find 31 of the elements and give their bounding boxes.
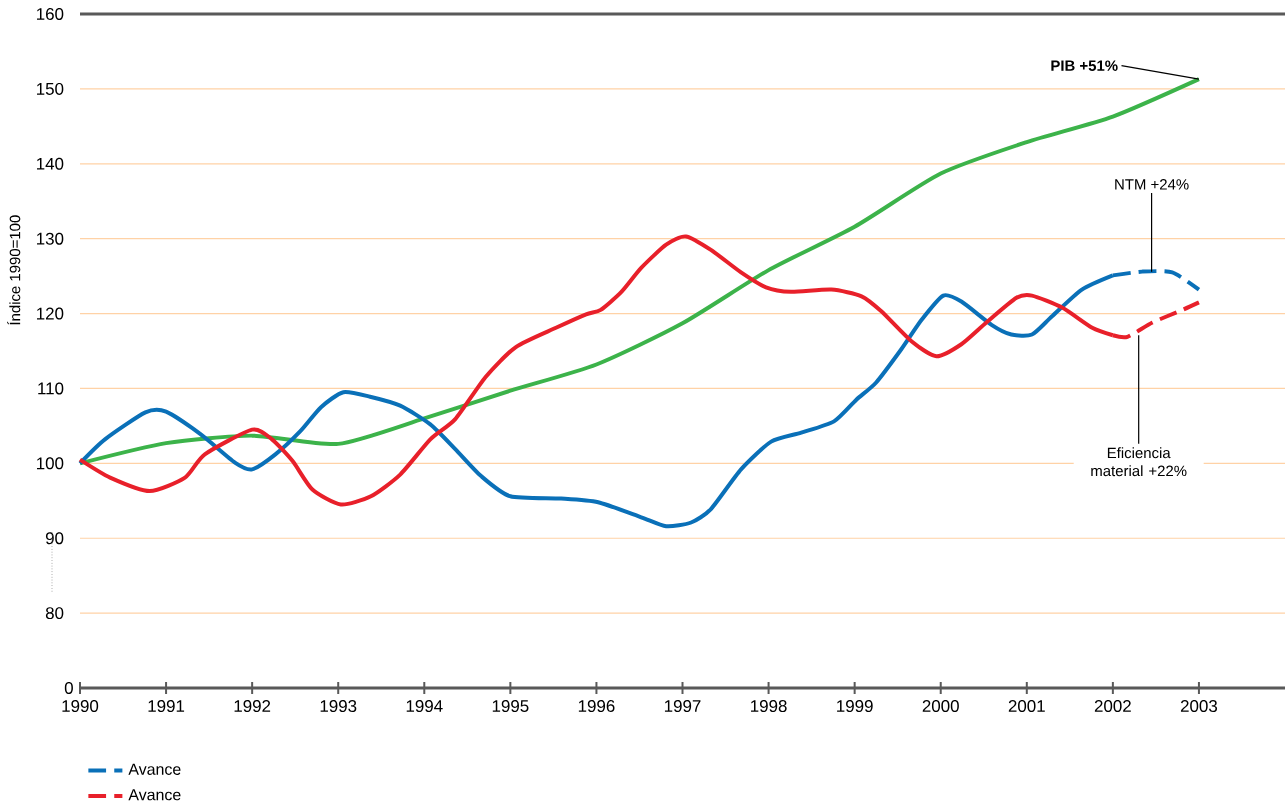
x-tick-label: 1995 xyxy=(492,700,529,713)
y-tick-label: 160 xyxy=(37,8,64,20)
annotation: PIB +51% xyxy=(1051,60,1118,71)
x-tick-label: 1990 xyxy=(62,700,99,713)
x-tick-label: 1994 xyxy=(406,700,443,713)
x-tick-label: 1991 xyxy=(148,700,185,713)
y-tick-label: 120 xyxy=(37,307,64,320)
x-tick-label: 2001 xyxy=(1008,700,1045,713)
x-tick-label: 2002 xyxy=(1094,700,1131,713)
y-tick-label: 100 xyxy=(37,457,64,470)
legend-label: Avance xyxy=(128,763,181,775)
annotation: Eficiencia material +22% xyxy=(1091,447,1187,477)
x-tick-label: 1997 xyxy=(664,700,701,713)
x-tick-label: 1992 xyxy=(234,700,271,713)
y-tick-label: 90 xyxy=(45,532,64,545)
legend-label: Avance xyxy=(128,789,181,801)
x-tick-label: 2000 xyxy=(922,700,959,713)
x-tick-label: 1993 xyxy=(320,700,357,713)
y-tick-label: 150 xyxy=(37,82,64,95)
line-series xyxy=(78,77,1201,466)
text: 0 xyxy=(64,682,73,694)
x-tick-label: 1999 xyxy=(837,700,873,713)
annotation: NTM +24% xyxy=(1115,179,1189,190)
y-axis-title: Índice 1990=100 xyxy=(7,215,21,325)
x-tick-label: 2003 xyxy=(1180,700,1218,713)
y-tick-label: 80 xyxy=(45,607,64,620)
x-tick-label: 1998 xyxy=(751,700,787,713)
y-tick-label: 140 xyxy=(37,157,64,170)
x-tick-label: 1996 xyxy=(578,700,615,713)
y-tick-label: 130 xyxy=(37,232,64,245)
y-tick-label: 110 xyxy=(38,382,64,395)
